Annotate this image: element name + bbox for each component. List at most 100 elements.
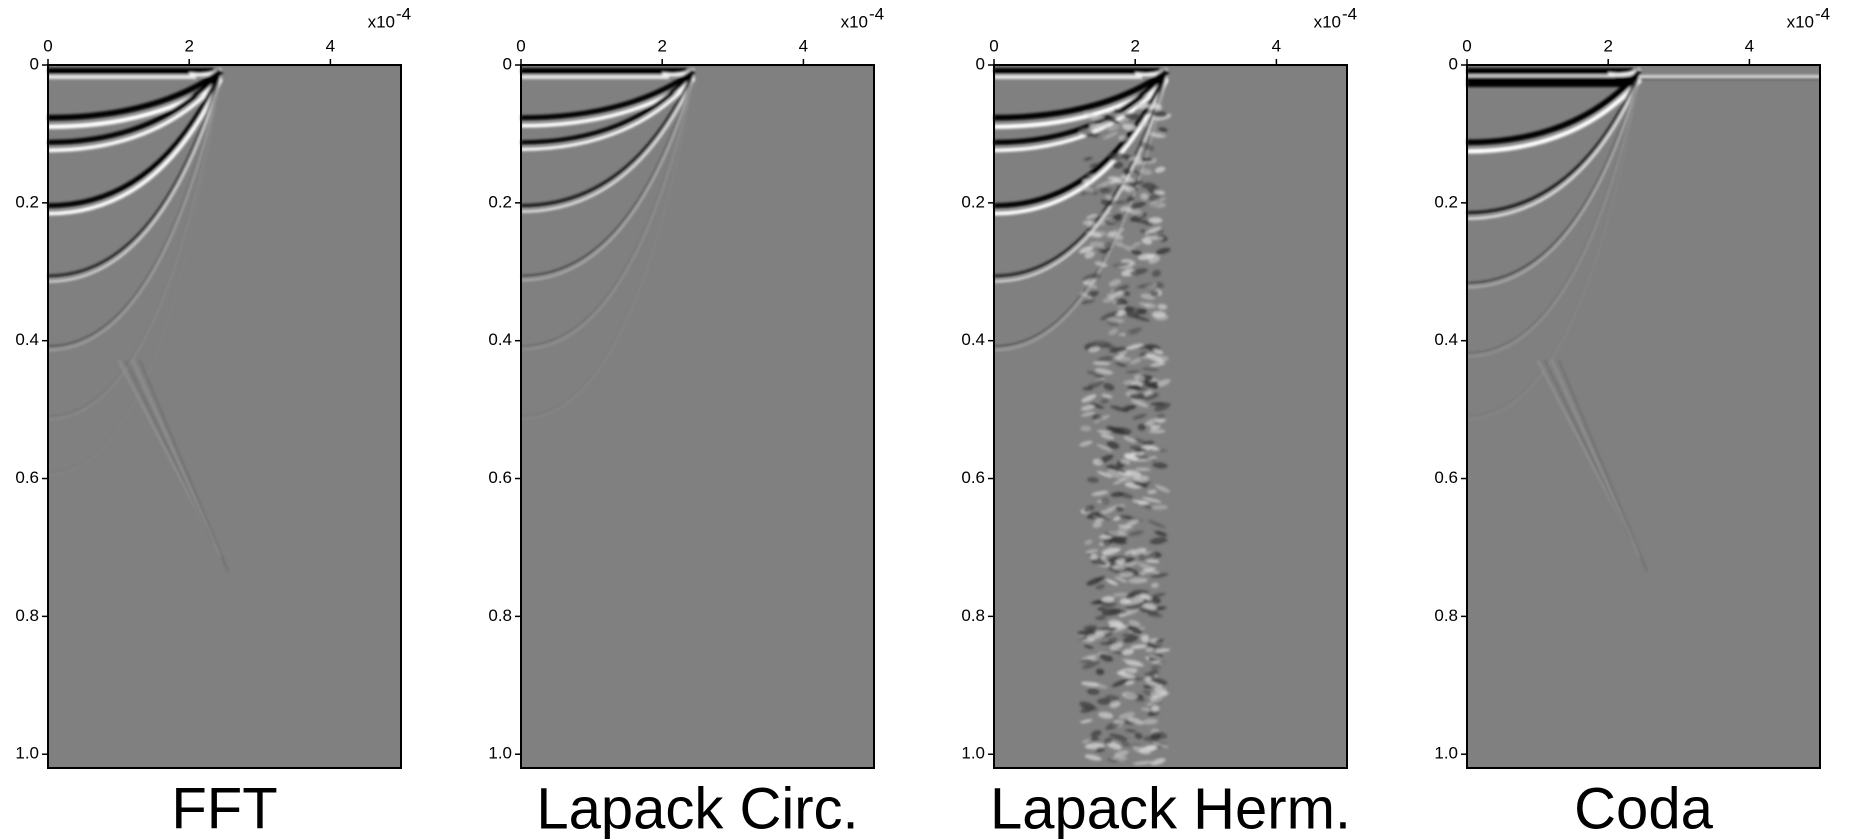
noise	[1097, 355, 1113, 363]
noise	[1099, 187, 1113, 195]
noise	[1098, 211, 1111, 217]
noise	[1154, 530, 1168, 537]
noise	[1124, 549, 1135, 555]
noise	[1116, 671, 1135, 679]
noise	[1130, 644, 1148, 650]
noise	[1079, 440, 1093, 447]
noise	[1141, 504, 1154, 510]
diffraction	[1551, 359, 1641, 558]
noise	[1107, 530, 1128, 537]
noise	[1108, 608, 1127, 615]
noise	[1087, 379, 1105, 389]
noise	[1128, 577, 1148, 584]
noise	[1103, 242, 1112, 249]
frame	[520, 64, 875, 769]
noise	[1092, 521, 1103, 528]
y-tick-label: 0.4	[1434, 330, 1458, 349]
reflection-light	[520, 76, 696, 213]
panel: 0 2 4 0 0.2 0.4 0.6 0.8 1.0 x10 -4 FFT	[15, 4, 411, 839]
noise	[1115, 356, 1132, 362]
x-tick-label: 4	[799, 36, 808, 55]
noise	[1124, 453, 1135, 459]
reflection-light	[993, 78, 1169, 129]
noise	[1154, 484, 1171, 493]
noise	[1142, 718, 1158, 725]
reflection-light	[1466, 75, 1641, 289]
noise	[1132, 169, 1142, 175]
frame	[993, 64, 1348, 769]
reflection-dark	[993, 68, 1169, 121]
reflection-dark	[47, 70, 222, 347]
noise	[1113, 108, 1123, 114]
reflection-light	[47, 73, 222, 476]
noise	[1118, 571, 1134, 578]
noise	[1128, 620, 1141, 627]
noise	[1080, 299, 1095, 305]
noise	[1138, 141, 1155, 151]
noise	[1113, 624, 1131, 633]
noise	[1125, 566, 1138, 574]
noise	[1149, 537, 1168, 545]
noise	[1112, 161, 1124, 169]
noise	[1081, 705, 1098, 712]
noise	[1132, 481, 1149, 488]
noise	[1145, 559, 1160, 563]
noise	[1101, 596, 1115, 603]
noise	[1108, 619, 1123, 627]
noise	[1155, 247, 1171, 255]
noise	[1144, 418, 1159, 425]
diffraction	[1558, 359, 1648, 572]
noise	[1084, 754, 1102, 761]
noise	[1085, 549, 1099, 554]
noise	[1108, 328, 1119, 336]
noise	[1150, 677, 1168, 685]
noise	[1090, 553, 1099, 561]
noise	[1107, 426, 1125, 435]
noise	[1126, 311, 1140, 318]
noise	[1080, 185, 1095, 193]
reflection-light	[47, 77, 223, 153]
noise	[1151, 661, 1165, 670]
noise	[1155, 281, 1164, 289]
noise	[1141, 237, 1153, 245]
noise	[1141, 380, 1159, 387]
noise	[1098, 535, 1113, 540]
noise	[1151, 731, 1167, 739]
reflection-dark	[520, 70, 695, 417]
noise	[1127, 717, 1144, 725]
noise	[1125, 729, 1137, 733]
noise	[1106, 469, 1120, 478]
noise	[1081, 394, 1097, 403]
noise	[1121, 658, 1142, 664]
y-tick-label: 0.8	[488, 606, 512, 625]
noise	[1081, 681, 1099, 687]
noise	[1086, 133, 1099, 138]
noise	[1105, 694, 1120, 701]
direct-wave	[521, 68, 687, 74]
noise	[1153, 449, 1168, 453]
noise	[1087, 173, 1096, 178]
reflection-light	[993, 76, 1169, 283]
noise	[1089, 163, 1100, 168]
noise	[1120, 174, 1135, 182]
noise	[1133, 161, 1147, 166]
noise	[1143, 440, 1155, 447]
noise	[1099, 508, 1114, 515]
y-tick-label: 0	[503, 54, 512, 73]
noise	[1126, 469, 1142, 477]
reflection-dark	[520, 70, 696, 208]
x-tick-label: 2	[184, 36, 193, 55]
noise	[1150, 290, 1159, 297]
noise	[1115, 361, 1127, 367]
noise	[1152, 111, 1168, 118]
x-tick-label: 2	[1603, 36, 1612, 55]
noise	[1081, 739, 1090, 744]
noise	[1131, 547, 1147, 556]
noise	[1130, 357, 1142, 365]
image-area	[1467, 65, 1820, 768]
noise	[1114, 561, 1129, 566]
reflection-light	[1466, 73, 1641, 420]
x-scale-base: x10	[1314, 12, 1341, 31]
noise	[1131, 242, 1142, 247]
noise	[1109, 733, 1128, 741]
